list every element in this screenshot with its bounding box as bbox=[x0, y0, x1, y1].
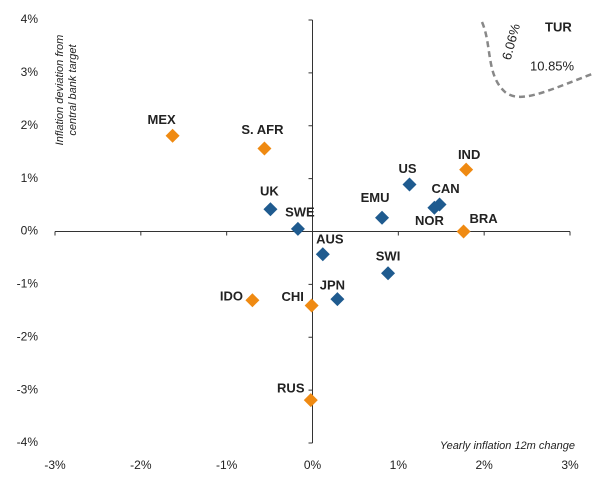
point-label: BRA bbox=[469, 211, 498, 226]
point bbox=[375, 210, 390, 225]
y-tick-label: -4% bbox=[17, 435, 39, 449]
point bbox=[257, 141, 272, 156]
point bbox=[245, 293, 260, 308]
point-label: S. AFR bbox=[241, 122, 284, 137]
y-tick-label: -1% bbox=[17, 277, 39, 291]
point-label: IDO bbox=[220, 289, 243, 304]
point bbox=[381, 266, 396, 281]
point bbox=[315, 247, 330, 262]
annotation: TUR bbox=[545, 19, 572, 34]
point bbox=[304, 298, 319, 313]
y-axis-title: central bank target bbox=[67, 44, 79, 136]
point bbox=[303, 393, 318, 408]
point-label: UK bbox=[260, 184, 279, 199]
point bbox=[330, 292, 345, 307]
point bbox=[290, 221, 305, 236]
point-label: NOR bbox=[415, 213, 445, 228]
point-label: SWE bbox=[285, 204, 315, 219]
x-axis-title: Yearly inflation 12m change bbox=[440, 440, 575, 452]
point bbox=[456, 224, 471, 239]
point bbox=[263, 202, 278, 217]
x-tick-label: -3% bbox=[44, 458, 66, 472]
point-label: US bbox=[398, 161, 416, 176]
point bbox=[402, 177, 417, 192]
annotation: 6.06% bbox=[499, 22, 523, 62]
point-label: MEX bbox=[148, 112, 177, 127]
x-tick-label: 3% bbox=[561, 458, 579, 472]
point-label: SWI bbox=[376, 249, 401, 264]
point-label: CHI bbox=[281, 289, 303, 304]
point-label: CAN bbox=[431, 181, 459, 196]
y-tick-label: 2% bbox=[21, 118, 39, 132]
y-tick-label: 0% bbox=[21, 224, 39, 238]
annotation: 10.85% bbox=[530, 58, 575, 73]
point bbox=[459, 162, 474, 177]
y-tick-label: 3% bbox=[21, 65, 39, 79]
x-tick-label: -1% bbox=[216, 458, 238, 472]
y-tick-label: 1% bbox=[21, 171, 39, 185]
point-label: EMU bbox=[361, 190, 390, 205]
point-label: RUS bbox=[277, 381, 305, 396]
x-tick-label: 0% bbox=[304, 458, 322, 472]
point-label: JPN bbox=[320, 278, 345, 293]
point bbox=[165, 128, 180, 143]
point bbox=[427, 200, 442, 215]
y-tick-label: 4% bbox=[21, 12, 39, 26]
y-tick-label: -2% bbox=[17, 329, 39, 343]
point-label: AUS bbox=[316, 232, 344, 247]
x-tick-label: 2% bbox=[475, 458, 493, 472]
x-tick-label: 1% bbox=[390, 458, 408, 472]
point-label: IND bbox=[458, 147, 480, 162]
y-tick-label: -3% bbox=[17, 382, 39, 396]
x-tick-label: -2% bbox=[130, 458, 152, 472]
off-chart-curve bbox=[480, 21, 593, 99]
y-axis-title: Inflation deviation from bbox=[54, 35, 66, 146]
